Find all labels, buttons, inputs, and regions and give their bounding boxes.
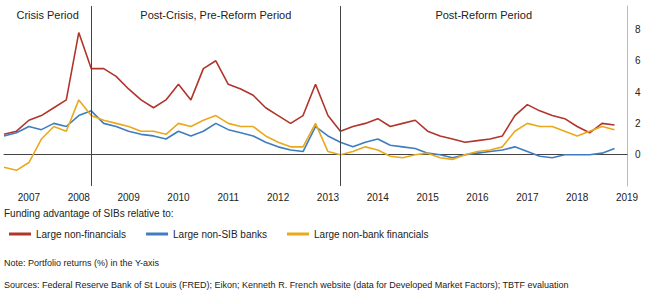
svg-text:4: 4 [635,87,641,98]
svg-text:2017: 2017 [516,192,539,203]
svg-text:2009: 2009 [117,192,140,203]
svg-text:2010: 2010 [167,192,190,203]
svg-text:2015: 2015 [417,192,440,203]
svg-text:2018: 2018 [566,192,589,203]
svg-text:Note: Portfolio returns (%) in: Note: Portfolio returns (%) in the Y-axi… [4,258,160,268]
svg-text:Large non-bank financials: Large non-bank financials [314,229,429,240]
svg-text:2008: 2008 [68,192,91,203]
svg-text:2019: 2019 [616,192,639,203]
svg-text:2: 2 [635,118,641,129]
svg-text:Funding advantage of SIBs rela: Funding advantage of SIBs relative to: [4,208,174,219]
svg-text:Post-Reform Period: Post-Reform Period [435,9,532,21]
svg-text:Large non-financials: Large non-financials [36,229,126,240]
svg-text:0: 0 [635,149,641,160]
svg-text:2016: 2016 [466,192,489,203]
svg-text:6: 6 [635,55,641,66]
svg-text:2012: 2012 [267,192,290,203]
svg-text:2014: 2014 [367,192,390,203]
svg-text:Post-Crisis, Pre-Reform Period: Post-Crisis, Pre-Reform Period [140,9,291,21]
svg-text:Large non-SIB banks: Large non-SIB banks [173,229,267,240]
svg-text:2013: 2013 [317,192,340,203]
svg-text:2007: 2007 [18,192,41,203]
svg-text:2011: 2011 [218,192,240,203]
svg-text:Sources: Federal Reserve Bank: Sources: Federal Reserve Bank of St Loui… [4,280,569,290]
svg-text:8: 8 [635,24,641,35]
svg-text:Crisis Period: Crisis Period [16,9,78,21]
